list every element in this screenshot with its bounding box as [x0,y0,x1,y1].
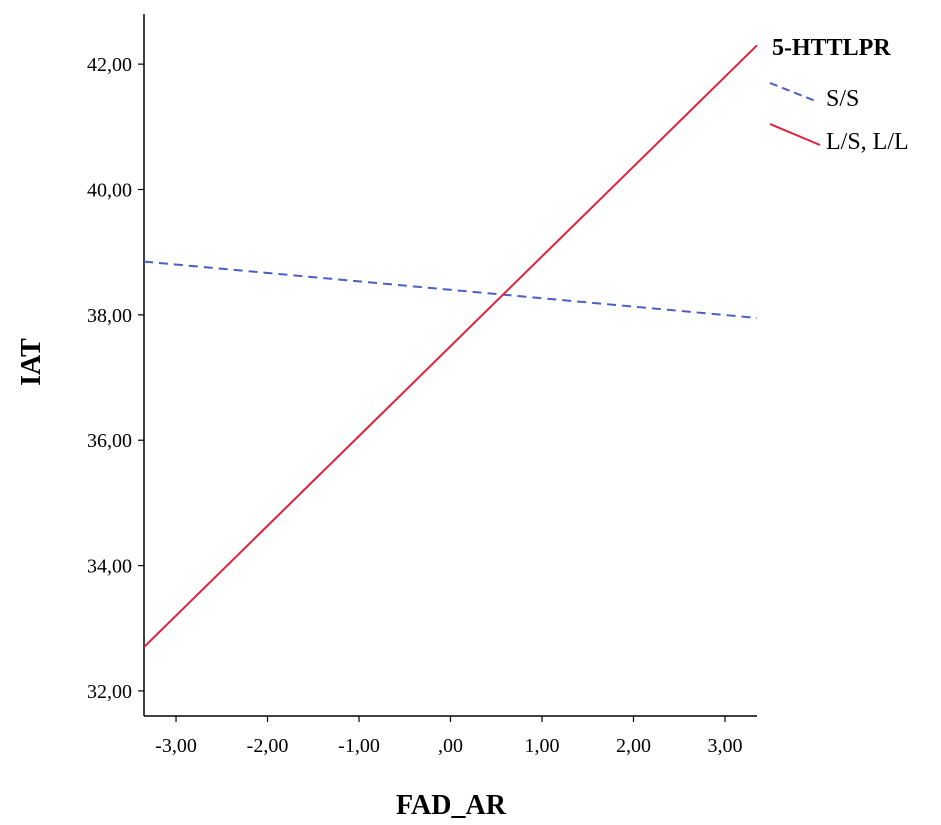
y-ticks: 32,00 34,00 36,00 38,00 40,00 42,00 [87,54,144,703]
axes [143,14,757,717]
y-tick-label: 42,00 [87,54,132,76]
x-tick-label: -3,00 [155,735,197,757]
legend-label-ss: S/S [826,86,859,112]
y-tick-label: 36,00 [87,430,132,452]
y-tick-label: 38,00 [87,305,132,327]
x-tick-label: 1,00 [524,735,559,757]
series-line-ls-ll [143,44,758,648]
legend-swatch-ls-ll [769,123,821,146]
y-tick-label: 40,00 [87,180,132,202]
series-lines [143,44,758,648]
legend-swatch-ss [769,82,819,103]
x-tick-label: 2,00 [616,735,651,757]
y-tick-label: 34,00 [87,556,132,578]
legend-label-ls-ll: L/S, L/L [826,129,909,155]
x-tick-label: -2,00 [247,735,289,757]
y-axis-title: IAT [16,338,47,386]
legend-title: 5-HTTLPR [772,35,891,61]
x-tick-label: ,00 [438,735,463,757]
x-ticks: -3,00 -2,00 -1,00 ,00 1,00 2,00 3,00 [155,716,742,757]
y-tick-label: 32,00 [87,681,132,703]
x-tick-label: -1,00 [338,735,380,757]
x-axis-title: FAD_AR [396,790,507,821]
x-tick-label: 3,00 [707,735,742,757]
series-line-ss [143,260,758,319]
legend: 5-HTTLPR S/S L/S, L/L [769,35,909,155]
